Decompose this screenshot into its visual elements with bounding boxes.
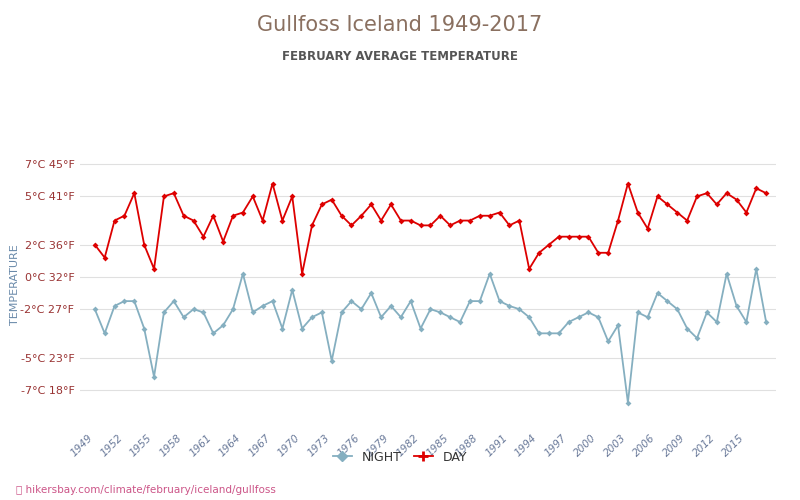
- Y-axis label: TEMPERATURE: TEMPERATURE: [10, 244, 20, 326]
- Text: 📍 hikersbay.com/climate/february/iceland/gullfoss: 📍 hikersbay.com/climate/february/iceland…: [16, 485, 276, 495]
- Legend: NIGHT, DAY: NIGHT, DAY: [328, 446, 472, 469]
- Text: Gullfoss Iceland 1949-2017: Gullfoss Iceland 1949-2017: [258, 15, 542, 35]
- Text: FEBRUARY AVERAGE TEMPERATURE: FEBRUARY AVERAGE TEMPERATURE: [282, 50, 518, 63]
